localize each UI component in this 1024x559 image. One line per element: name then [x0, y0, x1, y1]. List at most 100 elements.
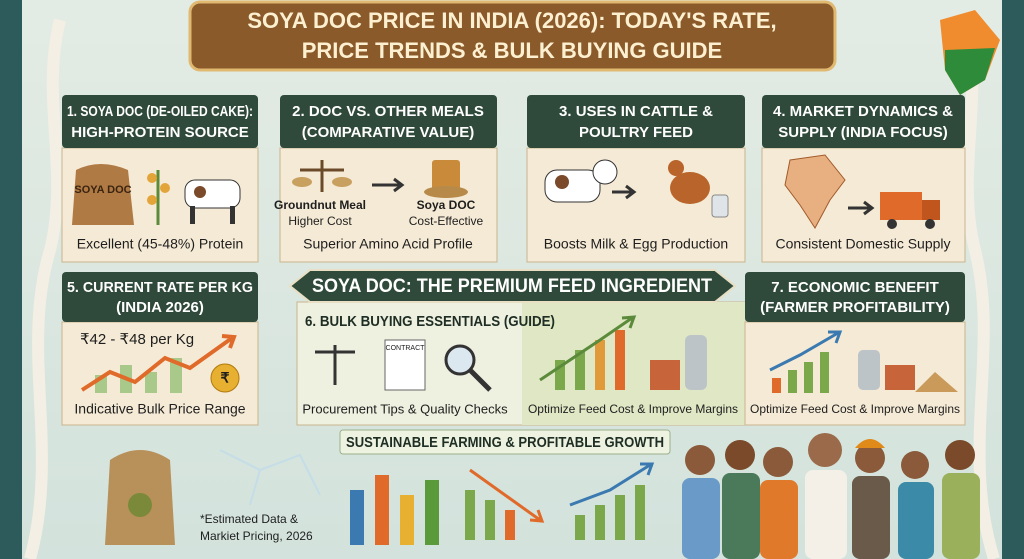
- truck-icon: [887, 219, 897, 229]
- panel-body: [744, 321, 966, 426]
- panel-heading: 6. BULK BUYING ESSENTIALS (GUIDE): [305, 313, 555, 330]
- footnote: Markiet Pricing, 2026: [200, 529, 313, 543]
- bar-icon: [170, 358, 182, 393]
- truck-icon: [922, 200, 940, 220]
- bar-icon: [575, 515, 585, 540]
- banner-text: SOYA DOC: THE PREMIUM FEED INGREDIENT: [312, 276, 712, 297]
- bar-icon: [350, 490, 364, 545]
- trend-arrow: [539, 315, 637, 382]
- panel-heading: 3. USES IN CATTLE &: [559, 103, 713, 120]
- hen-icon: [670, 172, 710, 204]
- bar-icon: [465, 490, 475, 540]
- hen-icon: [668, 160, 684, 176]
- arrow-icon: [612, 184, 637, 200]
- bottom-title-box: [339, 429, 671, 455]
- panel-body: [279, 147, 498, 263]
- bar-icon: [615, 330, 625, 390]
- decor-swirl: [959, 18, 1000, 559]
- panel-heading: HIGH-PROTEIN SOURCE: [71, 124, 249, 141]
- banner: [288, 269, 737, 303]
- bar-icon: [788, 370, 797, 393]
- panel-caption: Consistent Domestic Supply: [775, 236, 950, 252]
- bar-icon: [375, 475, 389, 545]
- arrow-icon: [372, 177, 405, 193]
- bar-icon: [595, 340, 605, 390]
- panel-caption: Optimize Feed Cost & Improve Margins: [750, 402, 960, 416]
- panel-heading: POULTRY FEED: [579, 124, 693, 141]
- right-border: [1002, 0, 1024, 559]
- truck-icon: [925, 219, 935, 229]
- contract-label: CONTRACT: [386, 345, 426, 352]
- panel-header: [527, 95, 745, 148]
- panel-heading: (COMPARATIVE VALUE): [302, 124, 475, 141]
- title-box: [188, 0, 837, 72]
- contract-icon: [384, 339, 426, 391]
- sack-label: SOYA DOC: [74, 184, 131, 196]
- cow-icon: [592, 159, 618, 185]
- panel-caption: Optimize Feed Cost & Improve Margins: [528, 402, 738, 416]
- factory-icon: [650, 360, 680, 390]
- panel-heading: (FARMER PROFITABILITY): [760, 299, 950, 316]
- silo-icon: [685, 335, 707, 390]
- bar-icon: [820, 352, 829, 393]
- bar-icon: [575, 350, 585, 390]
- panel-header: [280, 95, 497, 148]
- magnifier-icon: [444, 344, 476, 376]
- trend-arrow: [569, 462, 655, 507]
- cow-icon: [555, 175, 569, 189]
- comparison-label: Higher Cost: [288, 214, 352, 228]
- bowl-icon: [424, 186, 468, 198]
- bar-icon: [555, 360, 565, 390]
- grain-pile-icon: [915, 372, 958, 392]
- sack-icon: [72, 164, 134, 225]
- panel-header: [762, 95, 965, 148]
- comparison-label: Groundnut Meal: [274, 198, 366, 212]
- panel-heading: 7. ECONOMIC BENEFIT: [771, 279, 939, 296]
- bar-icon: [615, 495, 625, 540]
- plant-icon: [147, 173, 157, 183]
- silo-icon: [858, 350, 880, 390]
- magnifier-icon: [468, 368, 492, 392]
- panel-heading: SUPPLY (INDIA FOCUS): [778, 124, 947, 141]
- factory-icon: [885, 365, 915, 390]
- scale-icon: [292, 177, 312, 187]
- panel-heading: (INDIA 2026): [116, 299, 204, 316]
- india-map-icon: [945, 48, 995, 95]
- farmers-illustration: [682, 433, 980, 559]
- panel-header: [62, 95, 258, 148]
- trend-arrow: [769, 330, 843, 372]
- trend-arrow: [80, 334, 237, 392]
- network-decor: [219, 449, 321, 506]
- panel-caption: Procurement Tips & Quality Checks: [302, 401, 508, 416]
- panel-caption: Superior Amino Acid Profile: [303, 236, 473, 252]
- plant-icon: [147, 195, 157, 205]
- bottom-title: SUSTAINABLE FARMING & PROFITABLE GROWTH: [346, 434, 664, 451]
- panel-heading: 2. DOC VS. OTHER MEALS: [292, 103, 484, 120]
- sack-icon: [128, 493, 152, 517]
- panel-header: [745, 272, 965, 322]
- arrow-icon: [848, 200, 875, 216]
- plant-icon: [160, 183, 170, 193]
- bar-icon: [595, 505, 605, 540]
- cow-icon: [544, 169, 601, 203]
- comparison-label: Soya DOC: [417, 198, 476, 212]
- trend-arrow: [469, 468, 545, 523]
- bag-icon: [432, 160, 460, 192]
- panel-caption: Boosts Milk & Egg Production: [544, 236, 728, 252]
- milk-can-icon: [711, 194, 729, 218]
- comparison-label: Cost-Effective: [409, 214, 484, 228]
- scale-icon: [332, 177, 352, 187]
- title: PRICE TRENDS & BULK BUYING GUIDE: [302, 38, 722, 63]
- decor-swirl: [24, 18, 66, 559]
- panel-caption: Indicative Bulk Price Range: [74, 401, 245, 417]
- panel-header: [62, 272, 258, 322]
- left-border: [0, 0, 22, 559]
- footnote: *Estimated Data &: [200, 512, 298, 526]
- panel-caption: Excellent (45-48%) Protein: [77, 236, 244, 252]
- coin-icon: [210, 363, 240, 393]
- bar-icon: [485, 500, 495, 540]
- panel-body: [526, 147, 746, 263]
- title: SOYA DOC PRICE IN INDIA (2026): TODAY'S …: [247, 8, 776, 33]
- panel-heading: 4. MARKET DYNAMICS &: [773, 103, 953, 120]
